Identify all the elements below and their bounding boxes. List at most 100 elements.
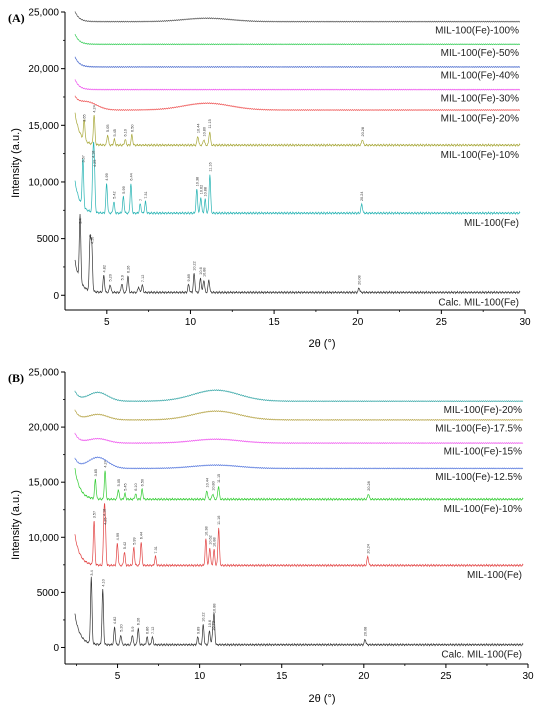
y-tick-label: 20,000 <box>28 423 59 434</box>
peak-label: 4.24 <box>93 105 97 112</box>
peak-label: 20.28 <box>367 481 371 491</box>
peak-label: 20.08 <box>358 275 362 285</box>
trace-name-label: MIL-100(Fe)-20% <box>444 405 522 416</box>
y-tick-label: 25,000 <box>28 8 59 19</box>
x-tick-label: 10 <box>194 671 206 682</box>
peak-label: 5.45 <box>113 129 117 136</box>
trace-name-label: Calc. MIL-100(Fe) <box>441 649 522 660</box>
peak-label: 9.89 <box>196 627 200 634</box>
y-tick-label: 0 <box>53 291 59 302</box>
xrd-trace: MIL-100(Fe)-12.5% <box>74 456 524 483</box>
x-tick-label: 5 <box>115 671 121 682</box>
y-tick-label: 25,000 <box>28 368 59 379</box>
x-tick-label: 20 <box>352 317 364 328</box>
x-tick-label: 10 <box>185 317 197 328</box>
peak-label: 10.88 <box>202 267 206 277</box>
xrd-trace-line <box>74 56 520 68</box>
peak-label: 4 <box>89 235 93 237</box>
y-tick-label: 0 <box>53 643 59 654</box>
trace-name-label: MIL-100(Fe)-100% <box>435 25 519 36</box>
peak-label: 3.4 <box>90 570 94 575</box>
peak-label: 5.20 <box>109 274 113 281</box>
peak-label: 10.6 <box>199 267 203 274</box>
y-tick-label: 10,000 <box>28 533 59 544</box>
peak-label: 4.10 <box>101 579 105 586</box>
peak-label: 10.62 <box>208 535 212 545</box>
peak-label: 4.25 <box>93 160 97 167</box>
xrd-trace-line <box>74 409 524 421</box>
peak-label: 20.08 <box>364 627 368 637</box>
x-tick-label: 25 <box>436 317 448 328</box>
trace-name-label: MIL-100(Fe)-20% <box>441 114 519 125</box>
peak-label: 4.10 <box>90 237 94 244</box>
panel-b-y-axis-title: Intensity (a.u.) <box>10 490 22 560</box>
y-tick-label: 20,000 <box>28 64 59 75</box>
peak-label: 6.50 <box>141 479 145 486</box>
peak-label: 3.4 <box>79 218 83 223</box>
peak-label: 6.44 <box>129 173 133 180</box>
peak-label: 11.16 <box>208 162 212 171</box>
peak-label: 10.22 <box>193 261 197 271</box>
peak-label: 6.50 <box>130 125 134 132</box>
peak-label: 10.6 <box>208 620 212 627</box>
xrd-trace: MIL-100(Fe)-20% <box>74 389 524 416</box>
xrd-trace-line <box>74 95 520 111</box>
peak-label: 6.10 <box>124 129 128 136</box>
peak-label: 10.73 <box>211 621 215 631</box>
xrd-trace: 3.4 44.10 4.825.20 5.96.26 7.12 9.8910.2210.6… <box>74 213 521 308</box>
trace-name-label: Calc. MIL-100(Fe) <box>438 297 519 308</box>
y-tick-label: 10,000 <box>28 177 59 188</box>
peak-label: 5.99 <box>122 186 126 193</box>
x-tick-label: 30 <box>522 671 534 682</box>
xrd-trace: MIL-100(Fe)-50% <box>74 33 520 59</box>
peak-label: 6.86 <box>146 627 150 634</box>
peak-label: 10.38 <box>195 177 199 187</box>
xrd-trace-line <box>74 389 524 403</box>
peak-label: 4.18 <box>103 509 107 516</box>
peak-label: 4.18 <box>92 151 96 158</box>
trace-name-label: MIL-100(Fe)-50% <box>441 48 519 59</box>
xrd-trace-line <box>74 79 520 91</box>
xrd-trace-line <box>74 33 520 46</box>
peak-label: 4.24 <box>104 460 108 467</box>
x-tick-label: 20 <box>358 671 370 682</box>
peak-label: 5.9 <box>131 627 135 632</box>
peak-label: 7 <box>139 199 143 201</box>
y-tick-label: 5000 <box>37 234 60 245</box>
peak-label: 10.88 <box>204 187 208 197</box>
panel-a-y-axis-title: Intensity (a.u.) <box>10 128 22 198</box>
panel-a-x-axis-title: 2θ (°) <box>308 338 335 350</box>
peak-label: 6.26 <box>126 266 130 273</box>
trace-name-label: MIL-100(Fe)-40% <box>441 71 519 82</box>
peak-label: 11.16 <box>217 516 221 525</box>
trace-name-label: MIL-100(Fe)-30% <box>441 93 519 104</box>
peak-label: 6.10 <box>134 483 138 490</box>
xrd-trace-line <box>74 141 521 216</box>
xrd-trace-line <box>74 432 524 444</box>
peak-label: 5.42 <box>112 191 116 198</box>
peak-label: 5.05 <box>106 125 110 132</box>
peak-label: 20.24 <box>366 544 370 554</box>
xrd-trace: MIL-100(Fe)-30% <box>74 79 520 104</box>
xrd-trace: MIL-100(Fe)-40% <box>74 56 520 82</box>
xrd-trace-line <box>74 468 524 502</box>
peak-label: 10.80 <box>211 481 215 491</box>
xrd-trace: MIL-100(Fe)-17.5% <box>74 409 524 435</box>
peak-label: 4.25 <box>104 518 108 525</box>
panel-a-chart: (A) 2θ (°) Intensity (a.u.) 5 10 15 20 25 30 0… <box>8 8 531 351</box>
peak-label: 20.28 <box>361 127 365 137</box>
peak-label: 5.42 <box>123 542 127 549</box>
xrd-trace: 3.574.184.254.995.425.996.4477.3110.3810… <box>74 141 521 229</box>
peak-label: 7.12 <box>141 275 145 282</box>
peak-label: 3.57 <box>93 511 97 518</box>
trace-name-label: MIL-100(Fe) <box>464 218 519 229</box>
peak-label: 10.80 <box>202 127 206 137</box>
xrd-trace-line <box>74 456 524 470</box>
trace-name-label: MIL-100(Fe)-10% <box>441 150 519 161</box>
y-tick-label: 15,000 <box>28 121 59 132</box>
peak-label: 7.31 <box>144 191 148 198</box>
trace-name-label: MIL-100(Fe)-17.5% <box>435 424 522 435</box>
peak-label: 11.15 <box>217 474 221 483</box>
